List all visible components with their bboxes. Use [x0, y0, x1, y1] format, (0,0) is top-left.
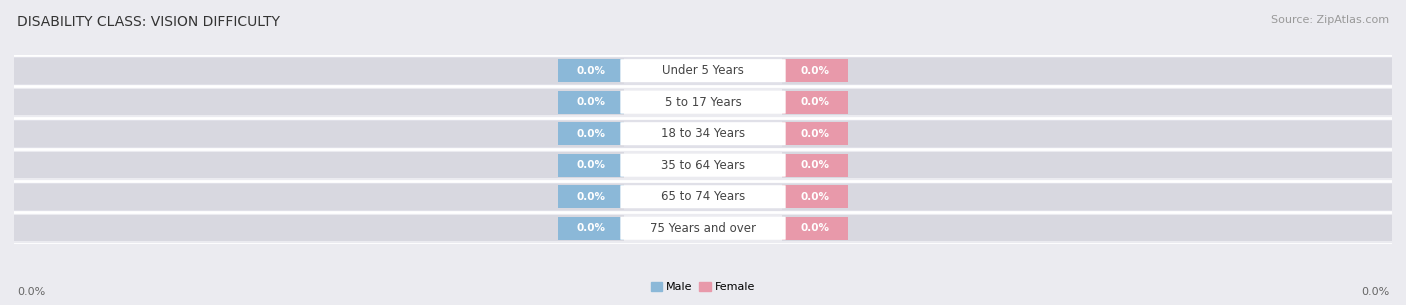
Text: Under 5 Years: Under 5 Years — [662, 64, 744, 77]
Bar — [782, 122, 848, 145]
Text: Source: ZipAtlas.com: Source: ZipAtlas.com — [1271, 15, 1389, 25]
Bar — [14, 181, 1392, 213]
Bar — [782, 152, 1392, 178]
Bar — [14, 149, 1392, 181]
FancyBboxPatch shape — [620, 185, 786, 208]
Text: 0.0%: 0.0% — [800, 223, 830, 233]
Text: 0.0%: 0.0% — [576, 66, 606, 76]
Bar — [558, 154, 624, 177]
Bar — [558, 59, 624, 82]
FancyBboxPatch shape — [620, 122, 786, 145]
Bar — [782, 217, 848, 240]
Text: 0.0%: 0.0% — [576, 97, 606, 107]
Bar — [14, 89, 624, 115]
Bar — [14, 215, 624, 241]
Bar — [782, 215, 1392, 241]
Bar — [14, 184, 624, 210]
Bar — [558, 122, 624, 145]
Bar — [558, 217, 624, 240]
FancyBboxPatch shape — [620, 217, 786, 240]
FancyBboxPatch shape — [620, 154, 786, 177]
Text: 0.0%: 0.0% — [800, 66, 830, 76]
Text: 5 to 17 Years: 5 to 17 Years — [665, 96, 741, 109]
Bar — [782, 58, 1392, 84]
Text: 0.0%: 0.0% — [800, 192, 830, 202]
Bar — [782, 184, 1392, 210]
Bar — [14, 118, 1392, 149]
Text: 0.0%: 0.0% — [800, 97, 830, 107]
Text: 0.0%: 0.0% — [800, 160, 830, 170]
Bar — [782, 185, 848, 208]
Bar — [782, 91, 848, 113]
Text: 18 to 34 Years: 18 to 34 Years — [661, 127, 745, 140]
Text: 0.0%: 0.0% — [576, 129, 606, 139]
Text: 35 to 64 Years: 35 to 64 Years — [661, 159, 745, 172]
FancyBboxPatch shape — [620, 59, 786, 82]
Bar — [782, 59, 848, 82]
Text: 0.0%: 0.0% — [17, 287, 45, 297]
Bar — [14, 55, 1392, 86]
Bar — [14, 86, 1392, 118]
Bar — [558, 91, 624, 113]
Text: 0.0%: 0.0% — [1361, 287, 1389, 297]
FancyBboxPatch shape — [620, 91, 786, 114]
Legend: Male, Female: Male, Female — [647, 277, 759, 296]
Bar — [14, 213, 1392, 244]
Text: 65 to 74 Years: 65 to 74 Years — [661, 190, 745, 203]
Bar — [782, 89, 1392, 115]
Bar — [14, 121, 624, 147]
Bar — [14, 58, 624, 84]
Bar — [558, 185, 624, 208]
Bar — [14, 152, 624, 178]
Text: 0.0%: 0.0% — [576, 160, 606, 170]
Text: 0.0%: 0.0% — [576, 223, 606, 233]
Bar — [782, 154, 848, 177]
Text: DISABILITY CLASS: VISION DIFFICULTY: DISABILITY CLASS: VISION DIFFICULTY — [17, 15, 280, 29]
Text: 0.0%: 0.0% — [800, 129, 830, 139]
Text: 75 Years and over: 75 Years and over — [650, 222, 756, 235]
Bar — [782, 121, 1392, 147]
Text: 0.0%: 0.0% — [576, 192, 606, 202]
